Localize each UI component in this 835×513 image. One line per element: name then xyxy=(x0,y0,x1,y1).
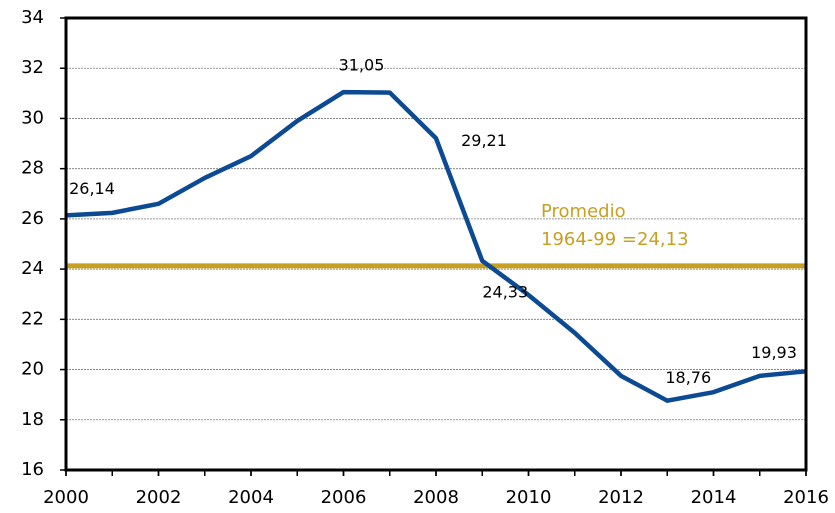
y-tick-label: 32 xyxy=(21,57,44,78)
data-line xyxy=(65,89,807,403)
reference-label: Promedio xyxy=(541,201,626,222)
x-tick-label: 2002 xyxy=(136,487,182,508)
x-tick-label: 2010 xyxy=(506,487,552,508)
value-label: 31,05 xyxy=(339,56,385,75)
value-label: 29,21 xyxy=(461,131,507,150)
x-tick-label: 2008 xyxy=(413,487,459,508)
y-tick-label: 16 xyxy=(21,459,44,480)
y-tick-label: 20 xyxy=(21,359,44,380)
x-tick-label: 2014 xyxy=(691,487,737,508)
y-tick-label: 34 xyxy=(21,7,44,28)
y-tick-label: 22 xyxy=(21,308,44,329)
x-tick-label: 2006 xyxy=(321,487,367,508)
plot-frame xyxy=(64,16,808,472)
y-tick-label: 26 xyxy=(21,208,44,229)
x-tick-label: 2004 xyxy=(228,487,274,508)
x-tick-label: 2016 xyxy=(783,487,829,508)
value-label: 24,33 xyxy=(482,282,528,301)
reference-label: 1964-99 =24,13 xyxy=(541,229,689,250)
y-tick-label: 18 xyxy=(21,409,44,430)
value-label: 18,76 xyxy=(665,368,711,387)
value-label: 26,14 xyxy=(69,179,115,198)
y-tick-label: 30 xyxy=(21,107,44,128)
x-tick-label: 2000 xyxy=(43,487,89,508)
y-tick-label: 28 xyxy=(21,158,44,179)
x-tick-label: 2012 xyxy=(598,487,644,508)
y-tick-label: 24 xyxy=(21,258,44,279)
value-label: 19,93 xyxy=(751,343,797,362)
